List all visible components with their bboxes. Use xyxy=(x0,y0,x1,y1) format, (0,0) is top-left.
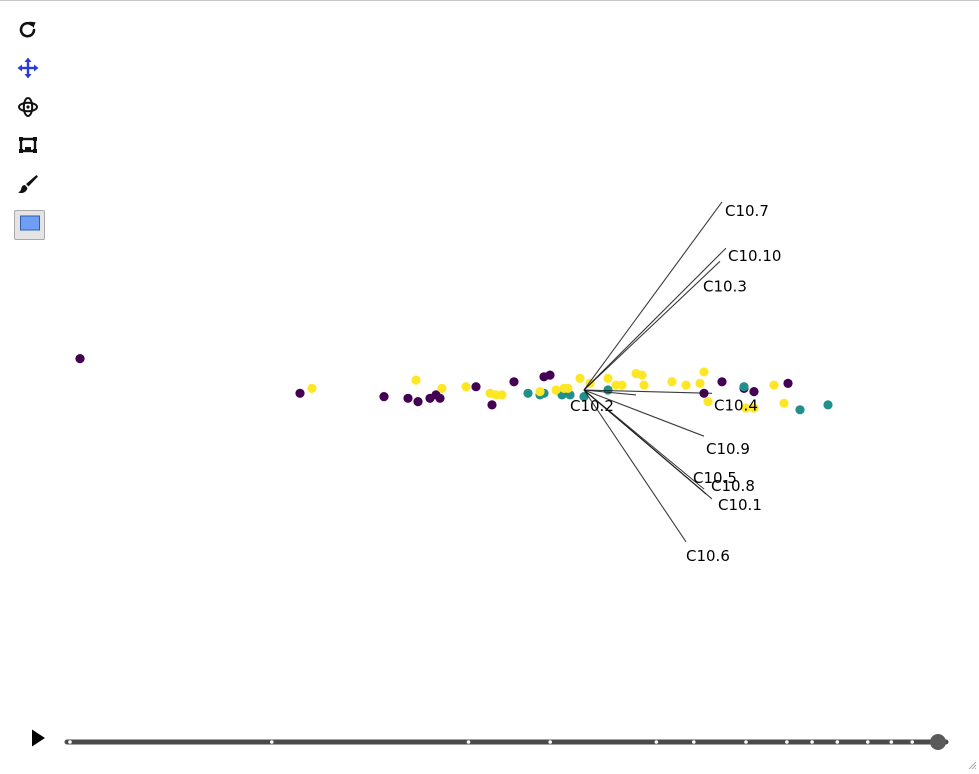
data-point-class_c-0[interactable] xyxy=(307,383,317,393)
loading-label-C10-8: C10.8 xyxy=(711,477,755,495)
data-point-class_a-1[interactable] xyxy=(295,388,305,398)
data-point-class_c-25[interactable] xyxy=(749,403,759,413)
data-point-class_c-15[interactable] xyxy=(617,380,627,390)
brush-button[interactable] xyxy=(12,170,44,202)
data-point-class_a-0[interactable] xyxy=(75,354,85,364)
loading-vector-C10-9 xyxy=(583,389,705,437)
loading-vector-C10-6 xyxy=(583,389,687,543)
data-point-class_c-3[interactable] xyxy=(461,382,471,392)
data-point-class_c-2[interactable] xyxy=(437,383,447,393)
refresh-icon xyxy=(17,19,39,45)
loading-label-C10-1: C10.1 xyxy=(718,496,762,514)
timeline-tick-12 xyxy=(910,740,914,744)
timeline-tick-10 xyxy=(866,740,870,744)
pan-button[interactable] xyxy=(12,54,44,86)
timeline-tick-0 xyxy=(68,740,72,744)
resize-grip-icon[interactable] xyxy=(967,755,977,770)
data-point-class_c-10[interactable] xyxy=(563,383,573,393)
data-point-class_c-6[interactable] xyxy=(497,390,507,400)
data-point-class_c-18[interactable] xyxy=(639,380,649,390)
loading-vector-C10-10 xyxy=(583,247,727,391)
data-point-class_c-21[interactable] xyxy=(695,378,705,388)
loading-label-C10-7: C10.7 xyxy=(725,202,769,220)
data-point-class_a-17[interactable] xyxy=(783,378,793,388)
play-button[interactable] xyxy=(24,726,52,754)
data-point-class_b-8[interactable] xyxy=(795,405,805,415)
zoom-box-icon xyxy=(17,134,39,160)
timeline-tick-1 xyxy=(270,740,274,744)
data-point-class_a-12[interactable] xyxy=(545,370,555,380)
data-point-class_a-8[interactable] xyxy=(471,382,481,392)
timeline-tick-2 xyxy=(466,740,471,744)
data-point-class_a-2[interactable] xyxy=(379,392,389,402)
timeline-tick-5 xyxy=(692,740,696,744)
timeline-tick-4 xyxy=(654,740,659,744)
reset-button[interactable] xyxy=(12,16,44,48)
loading-label-C10-2: C10.2 xyxy=(570,397,614,415)
selection-rectangle-icon xyxy=(19,214,41,236)
data-point-class_a-7[interactable] xyxy=(435,393,445,403)
loading-label-C10-3: C10.3 xyxy=(703,277,747,295)
data-point-class_c-24[interactable] xyxy=(741,403,751,413)
data-point-class_a-9[interactable] xyxy=(487,400,497,410)
data-point-class_a-3[interactable] xyxy=(403,393,413,403)
data-point-class_c-11[interactable] xyxy=(575,373,585,383)
points-layer xyxy=(75,354,833,415)
data-point-class_c-1[interactable] xyxy=(411,375,421,385)
data-point-class_c-19[interactable] xyxy=(667,377,677,387)
data-point-class_a-4[interactable] xyxy=(413,397,423,407)
loading-label-C10-6: C10.6 xyxy=(686,547,730,565)
data-point-class_c-17[interactable] xyxy=(637,370,647,380)
data-point-class_c-13[interactable] xyxy=(603,373,613,383)
loading-label-C10-5: C10.5 xyxy=(693,469,737,487)
timeline-tick-11 xyxy=(889,740,894,744)
zoom-box-button[interactable] xyxy=(12,131,44,163)
loading-vector-C10-3 xyxy=(583,260,721,391)
data-point-class_c-8[interactable] xyxy=(551,385,561,395)
data-point-class_c-26[interactable] xyxy=(769,380,779,390)
data-point-class_c-22[interactable] xyxy=(699,367,709,377)
loading-label-C10-9: C10.9 xyxy=(706,440,750,458)
timeline-handle[interactable] xyxy=(930,734,946,750)
timeline-tick-6 xyxy=(744,740,748,744)
loading-label-C10-10: C10.10 xyxy=(728,247,781,265)
timeline-tick-7 xyxy=(785,740,789,744)
data-point-class_c-23[interactable] xyxy=(703,397,713,407)
rotate-button[interactable] xyxy=(12,93,44,125)
top-border xyxy=(0,0,979,1)
data-point-class_a-16[interactable] xyxy=(749,387,759,397)
data-point-class_a-10[interactable] xyxy=(509,377,519,387)
loading-label-C10-4: C10.4 xyxy=(714,396,758,414)
data-point-class_c-27[interactable] xyxy=(779,398,789,408)
loading-vector-C10-1 xyxy=(583,389,713,500)
play-icon xyxy=(28,728,48,752)
data-point-class_c-20[interactable] xyxy=(681,380,691,390)
orbit-icon xyxy=(17,96,39,122)
brush-icon xyxy=(17,173,39,199)
timeline-tick-9 xyxy=(835,740,840,744)
data-point-class_a-14[interactable] xyxy=(717,377,727,387)
timeline-tick-13 xyxy=(932,740,936,744)
loading-vector-C10-4 xyxy=(583,389,713,394)
data-point-class_b-0[interactable] xyxy=(523,388,533,398)
move-arrows-icon xyxy=(17,57,39,83)
data-point-class_b-7[interactable] xyxy=(739,382,749,392)
data-point-class_c-7[interactable] xyxy=(535,387,545,397)
data-point-class_b-9[interactable] xyxy=(823,400,833,410)
timeline-tick-8 xyxy=(810,740,814,744)
loading-vector-C10-7 xyxy=(583,201,723,391)
timeline-tick-3 xyxy=(548,740,552,744)
loading-vector-C10-2 xyxy=(583,389,637,396)
select-button[interactable] xyxy=(14,210,45,240)
